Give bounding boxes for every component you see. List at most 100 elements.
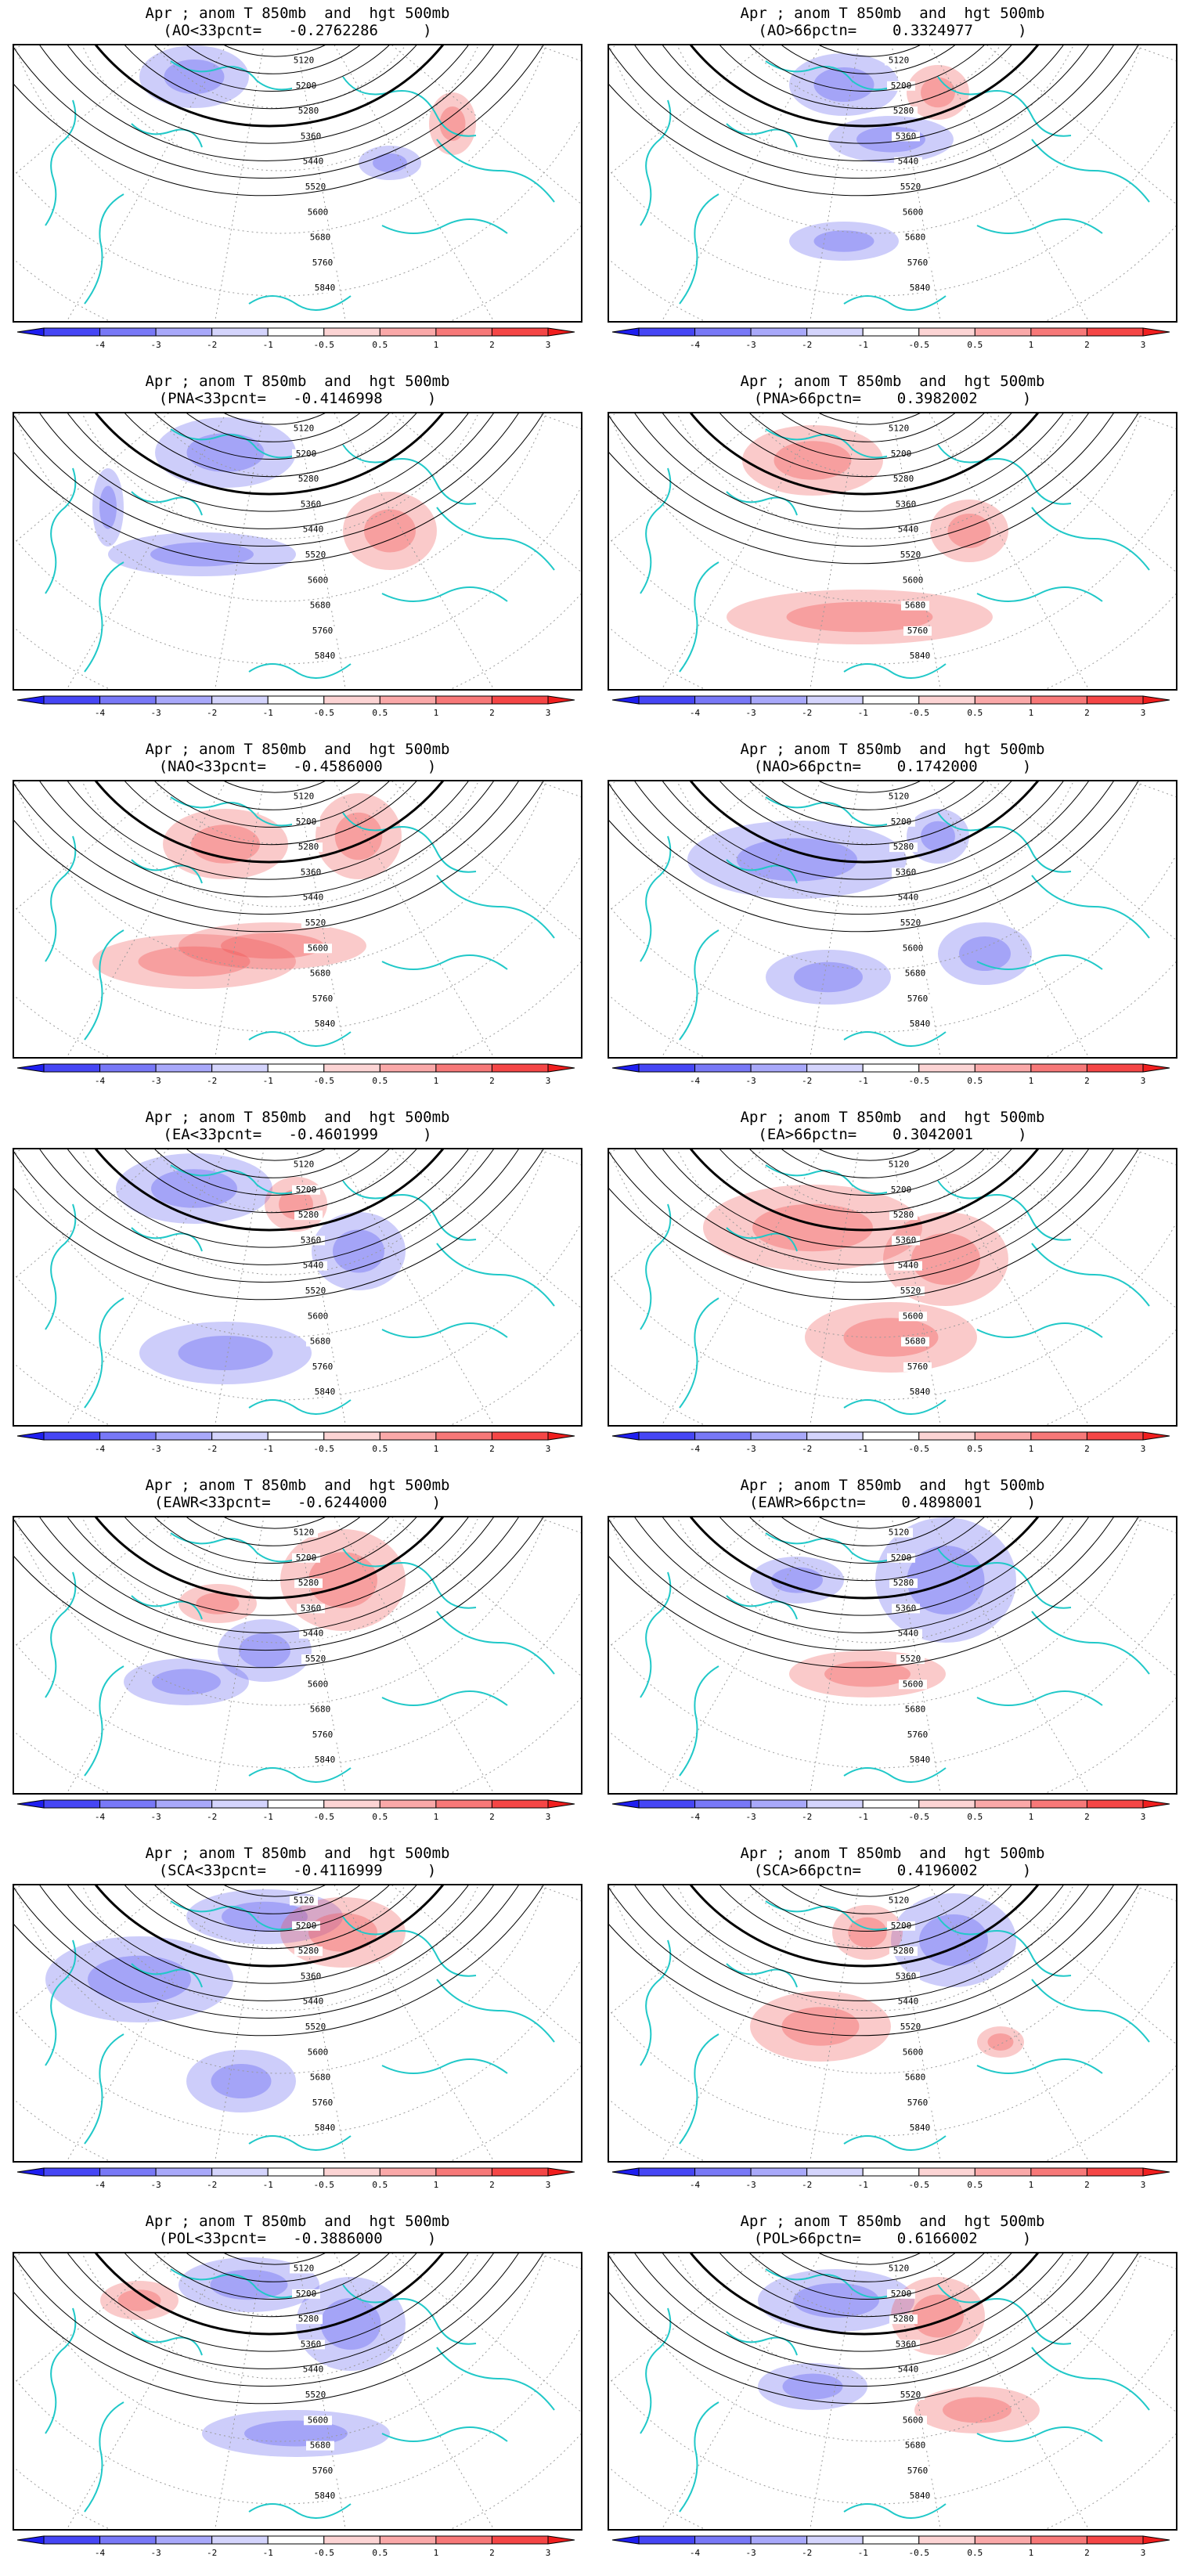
colorbar-segment [1086, 695, 1144, 705]
contour-label-bg [311, 2123, 339, 2134]
meridian-line [66, 1149, 227, 1425]
height-contour [39, 781, 494, 897]
panel-subtitle: (POL<33pcnt= -0.3886000 ) [158, 2230, 437, 2247]
colorbar-tick-label: -2 [207, 2180, 217, 2190]
contour-label: 5280 [893, 106, 914, 116]
contour-label: 5840 [910, 1019, 931, 1029]
colorbar-segment [918, 1799, 975, 1809]
contour-label: 5760 [907, 1730, 929, 1740]
colorbar-tick-label: -4 [690, 1076, 701, 1086]
height-contour [634, 1149, 1089, 1265]
contour-label: 5440 [898, 157, 919, 167]
contour-label: 5280 [298, 1946, 319, 1956]
contour-label-bg [301, 550, 330, 560]
meridian-line [66, 1517, 227, 1793]
coastline [381, 586, 508, 602]
height-contour [14, 45, 519, 179]
warm-anomaly-area [343, 492, 437, 570]
contour-label: 5200 [891, 817, 912, 827]
latitude-circle [14, 1885, 546, 2074]
colorbar-segment [862, 1799, 920, 1809]
colorbar-segment [155, 2535, 213, 2545]
height-contour [154, 2253, 390, 2300]
warm-anomaly-area [703, 1185, 922, 1271]
contour-label-bg [311, 1387, 339, 1398]
coastline [45, 1203, 77, 1330]
meridian-line [296, 45, 346, 321]
contour-label-bg [290, 792, 318, 802]
contour-label-bg [903, 258, 932, 268]
coastline [248, 1031, 352, 1047]
colorbar-segment [435, 1431, 492, 1441]
colorbar-tick-label: 1 [1029, 1076, 1034, 1086]
warm-anomaly-area [914, 2387, 1040, 2433]
colorbar-svg: -4-3-2-1-0.50.51234 [16, 1063, 575, 1086]
coastline [1031, 2347, 1150, 2411]
contour-label: 5120 [889, 424, 910, 434]
colorbar-svg: -4-3-2-1-0.50.51234 [611, 1063, 1170, 1086]
colorbar: -4-3-2-1-0.50.51234 [13, 1431, 579, 1458]
colorbar-tick-label: -3 [745, 1812, 755, 1822]
contour-label: 5680 [905, 233, 926, 243]
colorbar-tick-label: -0.5 [314, 2180, 335, 2190]
coastline [640, 1203, 672, 1330]
colorbar-segment [155, 695, 213, 705]
height-contour [719, 1517, 1012, 1582]
contour-label: 5440 [303, 1997, 324, 2007]
contour-label-bg [906, 1387, 934, 1398]
coastline [679, 2033, 719, 2145]
contour-label-bg [292, 1921, 320, 1931]
height-contour [39, 45, 494, 161]
cold-anomaly-core [210, 2269, 288, 2300]
height-contour [819, 45, 921, 57]
coastline [843, 1399, 947, 1415]
coastline [248, 2503, 352, 2519]
colorbar-tick-label: 1 [434, 340, 439, 350]
latitude-circle [676, 413, 1074, 539]
meridian-line [661, 781, 822, 1057]
contour-label: 5840 [315, 651, 336, 661]
contour-label-bg [311, 2491, 339, 2502]
contour-label-bg [308, 994, 337, 1004]
coastline [45, 1939, 77, 2066]
height-contour [14, 1885, 519, 2019]
latitude-circle [14, 118, 581, 297]
coastline [726, 859, 798, 884]
colorbar-arrow-left [16, 1799, 45, 1809]
coastline [45, 99, 77, 226]
contour-label-bg [306, 601, 334, 611]
latitude-circle [14, 1958, 581, 2137]
coastline [679, 2401, 719, 2513]
contour-label: 5440 [303, 525, 324, 535]
colorbar-segment [43, 2167, 101, 2177]
contour-label: 5600 [903, 2047, 924, 2057]
contour-label-bg [290, 1160, 318, 1170]
colorbar-tick-label: 0.5 [967, 2180, 983, 2190]
colorbar-segment [694, 327, 752, 337]
height-contour [186, 1149, 360, 1178]
height-contour [124, 45, 417, 110]
contour-label: 5600 [308, 207, 329, 217]
colorbar-segment [267, 1799, 325, 1809]
colorbar-segment [267, 1063, 325, 1073]
contour-label-bg [304, 943, 332, 954]
colorbar-tick-label: -0.5 [314, 2548, 335, 2558]
colorbar-segment [806, 2535, 864, 2545]
colorbar-segment [43, 327, 101, 337]
colorbar-segment [694, 2535, 752, 2545]
contour-label: 5520 [900, 1286, 921, 1296]
warm-anomaly-area [100, 2281, 178, 2320]
meridian-line [334, 2253, 495, 2529]
contour-label-bg [290, 2264, 318, 2274]
contour-label: 5600 [308, 2047, 329, 2057]
contour-label-bg [308, 2466, 337, 2476]
height-contour [749, 45, 985, 92]
contour-label-bg [294, 106, 323, 117]
cold-anomaly-area [828, 116, 954, 163]
contour-label: 5280 [298, 1578, 319, 1588]
colorbar-segment [638, 1063, 696, 1073]
colorbar-segment [211, 2167, 269, 2177]
contour-label-bg [889, 2314, 918, 2325]
coastline [726, 1595, 798, 1620]
warm-anomaly-area [178, 922, 366, 969]
